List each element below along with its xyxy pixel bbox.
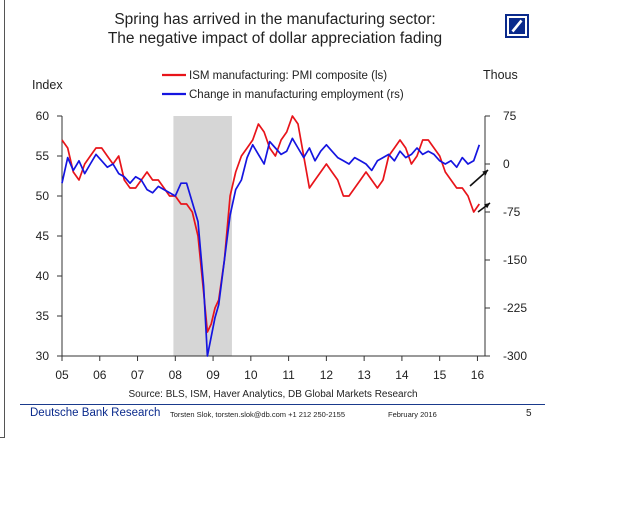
slide-left-border [4, 0, 5, 437]
legend-label: ISM manufacturing: PMI composite (ls) [189, 70, 387, 82]
x-tick-label: 14 [395, 368, 409, 382]
left-tick-label: 40 [36, 269, 50, 283]
left-tick-label: 50 [36, 189, 50, 203]
x-tick-label: 16 [471, 368, 485, 382]
x-tick-label: 15 [433, 368, 447, 382]
footer-date: February 2016 [388, 410, 437, 419]
left-axis-label: Index [32, 78, 63, 92]
recession-shading [173, 116, 232, 356]
x-tick-label: 11 [282, 368, 295, 382]
page-number: 5 [526, 408, 532, 419]
chart-source: Source: BLS, ISM, Haver Analytics, DB Gl… [129, 389, 418, 400]
trend-arrow-pmi-head [484, 203, 490, 209]
right-tick-label: -150 [503, 253, 527, 267]
legend-label: Change in manufacturing employment (rs) [189, 89, 404, 101]
x-tick-label: 07 [131, 368, 145, 382]
footer-divider [20, 404, 545, 405]
x-tick-label: 06 [93, 368, 107, 382]
x-tick-label: 10 [244, 368, 258, 382]
chart: 30 35 40 45 50 55 60 75 0 -75 -150 -225 -300 05 06 07 08… [32, 68, 527, 400]
right-axis-label: Thous [483, 68, 518, 82]
x-tick-label: 05 [55, 368, 69, 382]
chart-title-line-2: The negative impact of dollar appreciati… [107, 30, 443, 47]
x-tick-label: 12 [320, 368, 334, 382]
manufacturing-employment-series-line [61, 137, 481, 357]
left-tick-label: 55 [36, 149, 50, 163]
right-tick-label: -300 [503, 349, 527, 363]
footer-author-contact: Torsten Slok, torsten.slok@db.com +1 212… [170, 410, 346, 419]
slide-left-border-tick [0, 437, 5, 438]
right-tick-label: 75 [503, 109, 517, 123]
right-tick-label: 0 [503, 157, 510, 171]
trend-arrow-employment-head [482, 170, 488, 176]
x-tick-label: 08 [169, 368, 183, 382]
x-tick-label: 13 [357, 368, 371, 382]
deutsche-bank-logo-icon [505, 14, 529, 38]
deutsche-bank-slash-icon [507, 16, 527, 36]
chart-title-line-1: Spring has arrived in the manufacturing … [114, 11, 436, 28]
left-tick-label: 45 [36, 229, 50, 243]
footer-brand: Deutsche Bank Research [30, 407, 161, 419]
left-tick-label: 35 [36, 309, 50, 323]
left-tick-label: 60 [36, 109, 50, 123]
right-tick-label: -75 [503, 205, 521, 219]
chart-title: Spring has arrived in the manufacturing … [40, 10, 510, 48]
right-tick-label: -225 [503, 301, 527, 315]
x-tick-label: 09 [206, 368, 220, 382]
left-tick-label: 30 [36, 349, 50, 363]
